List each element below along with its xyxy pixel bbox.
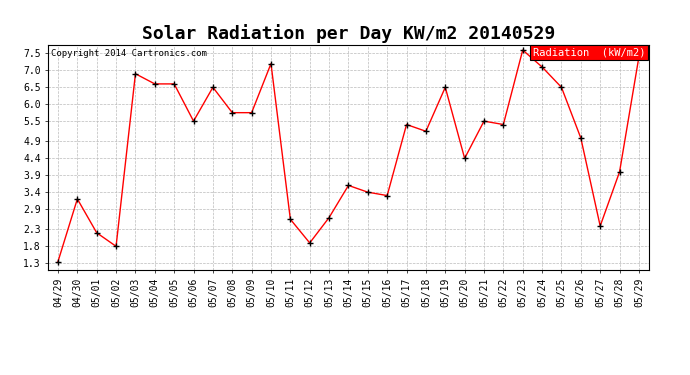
Text: Radiation  (kW/m2): Radiation (kW/m2) [533,47,646,57]
Text: Copyright 2014 Cartronics.com: Copyright 2014 Cartronics.com [51,50,207,58]
Title: Solar Radiation per Day KW/m2 20140529: Solar Radiation per Day KW/m2 20140529 [142,24,555,44]
